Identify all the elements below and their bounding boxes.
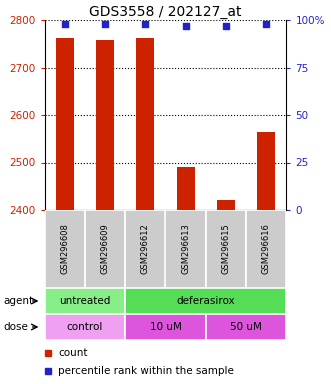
Bar (206, 314, 286, 340)
Bar (125, 210, 166, 288)
Bar (246, 210, 286, 288)
Bar (217, 200, 235, 210)
Text: 10 uM: 10 uM (150, 322, 181, 332)
Bar (45, 288, 125, 314)
Point (223, 23, 228, 29)
Text: GSM296616: GSM296616 (262, 223, 271, 275)
Text: GSM296608: GSM296608 (60, 223, 69, 275)
Text: 50 uM: 50 uM (230, 322, 262, 332)
Bar (85, 210, 125, 288)
Bar (136, 38, 155, 210)
Bar (166, 210, 206, 288)
Bar (125, 288, 286, 314)
Bar (45, 314, 125, 340)
Point (62, 21, 68, 27)
Text: dose: dose (3, 322, 28, 332)
Bar (56, 38, 74, 210)
Text: deferasirox: deferasirox (176, 296, 235, 306)
Bar (96, 40, 114, 210)
Text: GSM296613: GSM296613 (181, 223, 190, 275)
Bar (125, 314, 206, 340)
Text: GSM296609: GSM296609 (101, 223, 110, 275)
Bar (176, 167, 195, 210)
Bar (206, 210, 246, 288)
Bar (257, 132, 275, 210)
Text: agent: agent (3, 296, 33, 306)
Point (143, 21, 148, 27)
Bar (45, 210, 85, 288)
Point (183, 23, 188, 29)
Point (263, 21, 269, 27)
Text: GSM296615: GSM296615 (221, 223, 230, 275)
Text: control: control (67, 322, 103, 332)
Text: untreated: untreated (59, 296, 111, 306)
Text: percentile rank within the sample: percentile rank within the sample (58, 366, 234, 376)
Text: GSM296612: GSM296612 (141, 223, 150, 275)
Title: GDS3558 / 202127_at: GDS3558 / 202127_at (89, 5, 242, 19)
Text: count: count (58, 348, 87, 358)
Point (102, 21, 108, 27)
